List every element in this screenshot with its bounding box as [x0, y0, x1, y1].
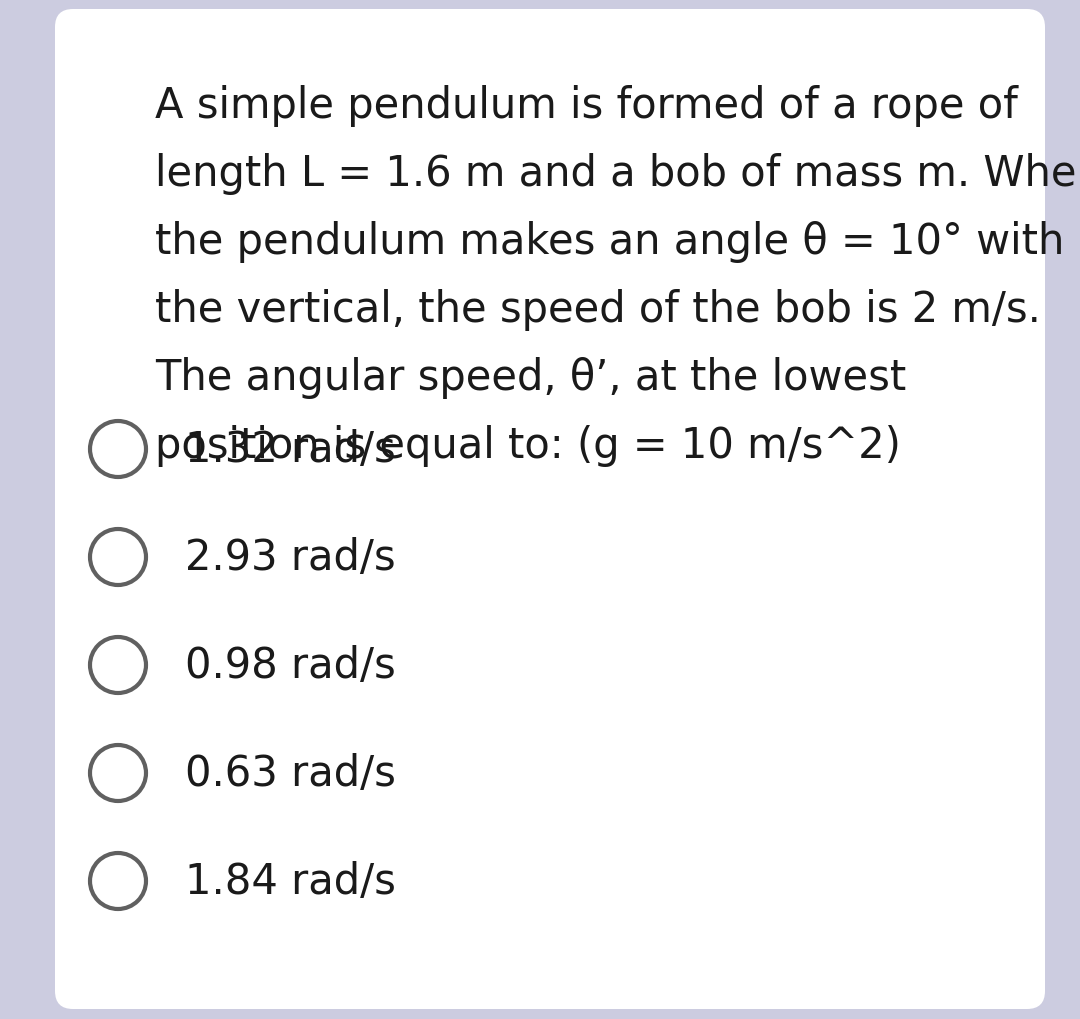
Text: A simple pendulum is formed of a rope of: A simple pendulum is formed of a rope of — [156, 85, 1017, 127]
Text: The angular speed, θ’, at the lowest: The angular speed, θ’, at the lowest — [156, 357, 906, 398]
Text: 0.63 rad/s: 0.63 rad/s — [185, 752, 396, 794]
Text: length L = 1.6 m and a bob of mass m. When: length L = 1.6 m and a bob of mass m. Wh… — [156, 153, 1080, 195]
Text: the vertical, the speed of the bob is 2 m/s.: the vertical, the speed of the bob is 2 … — [156, 288, 1041, 331]
Text: 2.93 rad/s: 2.93 rad/s — [185, 536, 395, 579]
Text: 0.98 rad/s: 0.98 rad/s — [185, 644, 395, 687]
FancyBboxPatch shape — [55, 10, 1045, 1009]
Text: 1.32 rad/s: 1.32 rad/s — [185, 429, 395, 471]
Text: the pendulum makes an angle θ = 10° with: the pendulum makes an angle θ = 10° with — [156, 221, 1065, 263]
Text: 1.84 rad/s: 1.84 rad/s — [185, 860, 396, 902]
Text: position is equal to: (g = 10 m/s^2): position is equal to: (g = 10 m/s^2) — [156, 425, 901, 467]
